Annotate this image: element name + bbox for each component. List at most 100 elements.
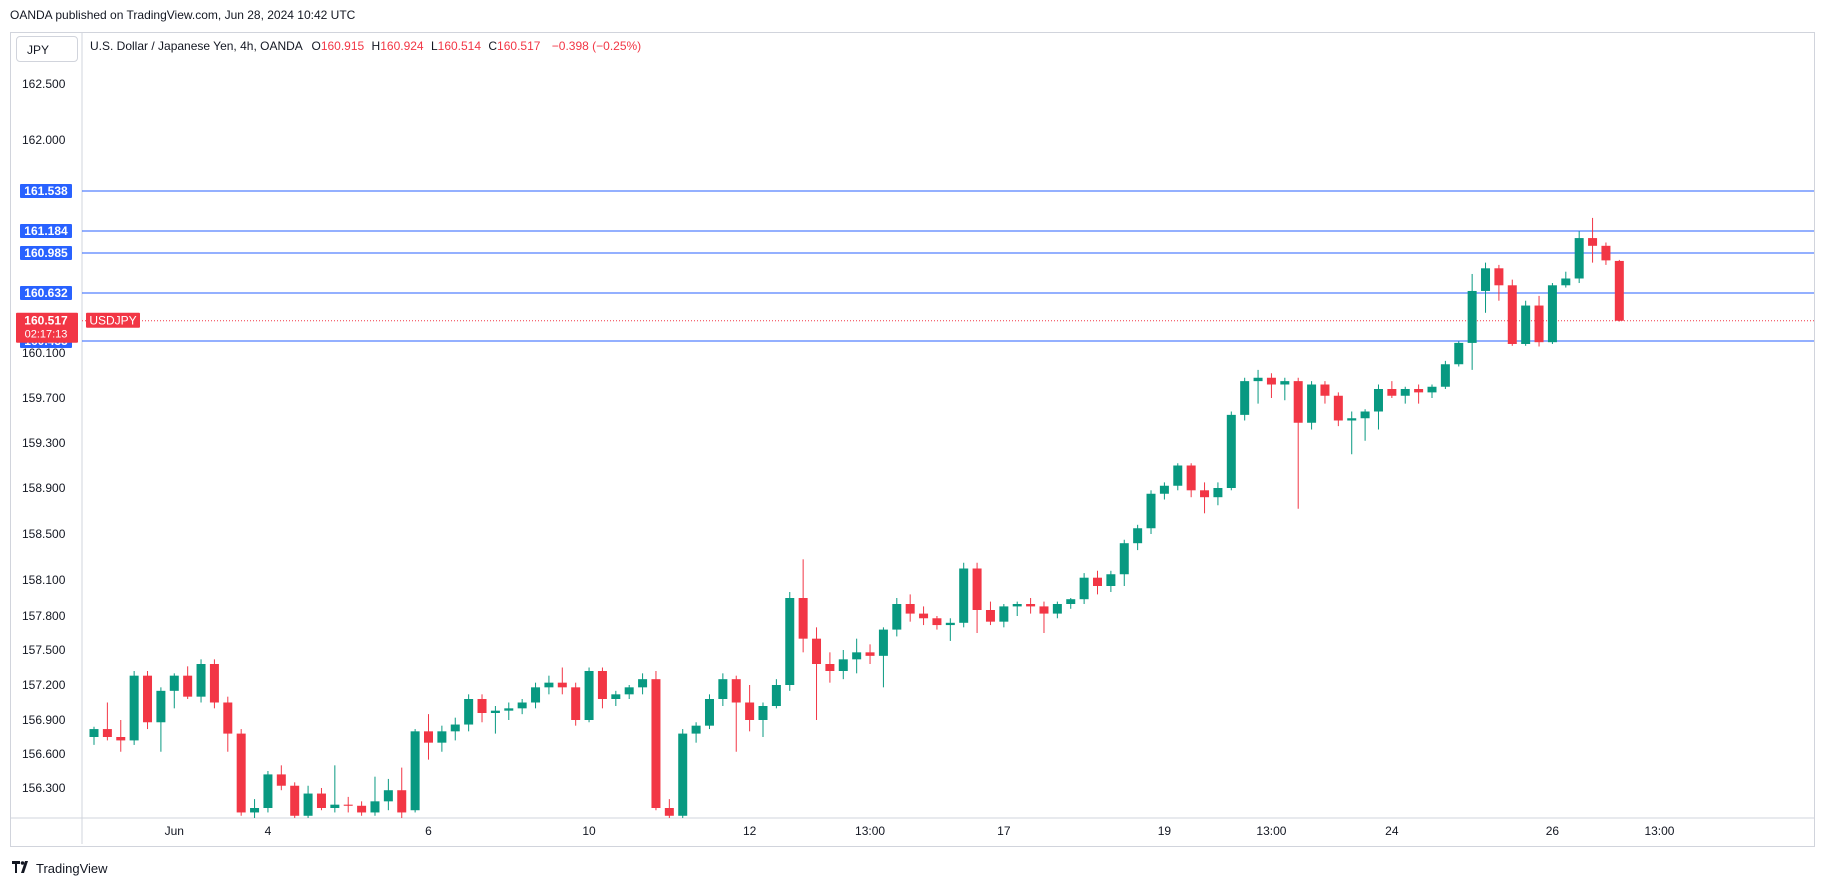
candle-body [758, 706, 768, 720]
candle-body [985, 610, 995, 622]
candle-body [424, 731, 433, 743]
candle-body [383, 790, 393, 802]
candle-body [1159, 485, 1169, 494]
candle-body [156, 690, 166, 723]
candle-body [1079, 577, 1089, 600]
x-tick-label: 10 [582, 824, 596, 838]
symbol-legend[interactable]: U.S. Dollar / Japanese Yen, 4h, OANDA O1… [90, 39, 645, 53]
candle-body [812, 638, 822, 664]
currency-selector[interactable]: JPY [16, 36, 78, 62]
y-tick-label: 162.000 [22, 133, 66, 147]
bar-countdown-label: 02:17:13 [25, 329, 68, 341]
candle-body [209, 664, 219, 703]
candle-body [1360, 411, 1370, 419]
candle-body [1026, 604, 1036, 607]
level-price-label: 161.538 [24, 184, 68, 198]
candle-body [1093, 577, 1102, 586]
last-price-badge [16, 312, 78, 343]
candle-body [531, 687, 541, 703]
candle-body [397, 790, 407, 813]
y-tick-label: 156.600 [22, 747, 66, 761]
candle-body [370, 801, 380, 813]
candle-body [731, 679, 741, 703]
candle-body [303, 793, 313, 816]
candle-body [664, 808, 674, 816]
candle-body [330, 804, 340, 808]
y-tick-label: 157.200 [22, 678, 66, 692]
candle-body [1213, 488, 1223, 498]
candle-body [276, 774, 286, 786]
candle-body [357, 805, 367, 813]
candle-body [1253, 377, 1263, 382]
change-value: −0.398 (−0.25%) [551, 39, 642, 53]
candle-body [1106, 574, 1116, 586]
y-tick-label: 156.900 [22, 713, 66, 727]
candle-body [557, 682, 567, 688]
symbol-tag-label: USDJPY [89, 314, 136, 328]
candle-body [1119, 543, 1129, 575]
candle-body [771, 685, 781, 706]
candle-body [704, 699, 714, 726]
candle-body [343, 804, 353, 806]
candle-body [1320, 384, 1330, 396]
x-tick-label: 26 [1546, 824, 1560, 838]
level-price-label: 160.632 [24, 286, 68, 300]
candle-body [1534, 305, 1544, 343]
candle-body [1347, 418, 1357, 421]
chart-panel[interactable] [10, 32, 1815, 847]
low-value: 160.514 [437, 39, 482, 53]
candle-body [691, 725, 701, 734]
candle-body [1588, 238, 1598, 246]
high-label: H [371, 39, 381, 53]
candle-body [1467, 290, 1477, 343]
y-tick-label: 157.800 [22, 609, 66, 623]
candle-body [1454, 342, 1464, 365]
candle-body [1601, 245, 1611, 261]
candle-body [945, 622, 955, 626]
candle-body [544, 682, 554, 688]
y-tick-label: 159.700 [22, 391, 66, 405]
candle-body [290, 785, 300, 816]
low-label: L [430, 39, 438, 53]
candle-body [825, 664, 835, 671]
candle-body [1240, 381, 1250, 415]
candle-body [223, 702, 233, 734]
tradingview-brand: TradingView [36, 860, 108, 876]
candle-body [490, 710, 500, 713]
candle-body [745, 702, 755, 720]
x-tick-label: 13:00 [1256, 824, 1286, 838]
candle-body [584, 671, 594, 720]
candle-body [263, 774, 273, 808]
candle-body [1173, 465, 1183, 486]
candle-body [464, 699, 474, 725]
candle-body [932, 618, 942, 626]
y-tick-label: 156.300 [22, 781, 66, 795]
candle-body [1521, 305, 1531, 344]
candle-body [477, 699, 487, 713]
x-tick-label: 19 [1158, 824, 1172, 838]
candle-body [798, 598, 808, 639]
candle-body [196, 664, 206, 697]
candle-body [169, 675, 179, 691]
y-tick-label: 158.500 [22, 527, 66, 541]
candle-body [611, 694, 621, 699]
candle-body [972, 568, 982, 610]
x-tick-label: Jun [165, 824, 184, 838]
candle-body [102, 729, 112, 737]
x-tick-label: 13:00 [855, 824, 885, 838]
candle-body [504, 708, 514, 711]
candle-body [1507, 285, 1517, 344]
candle-body [1052, 604, 1062, 614]
tradingview-footer[interactable]: TradingView [12, 860, 108, 876]
symbol-title: U.S. Dollar / Japanese Yen, 4h, OANDA [90, 39, 303, 53]
candle-body [651, 679, 661, 808]
tradingview-logo-icon [12, 860, 32, 876]
candle-body [236, 733, 246, 813]
level-price-label: 160.985 [24, 246, 68, 260]
candle-body [718, 679, 728, 699]
close-value: 160.517 [497, 39, 541, 53]
candle-body [1561, 278, 1571, 286]
candle-body [450, 724, 460, 732]
candle-body [129, 675, 139, 741]
